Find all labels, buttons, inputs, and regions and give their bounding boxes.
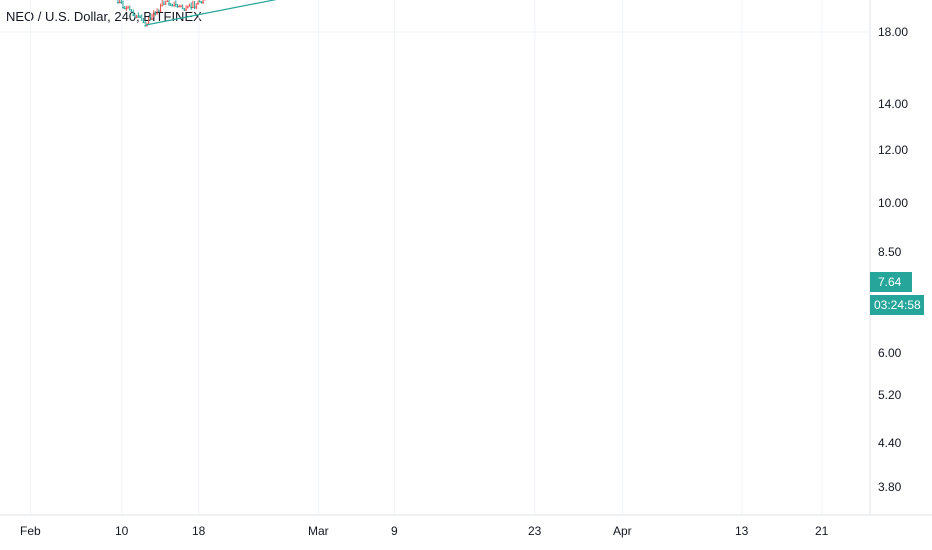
- time-tick: 23: [528, 524, 542, 538]
- candle-body: [128, 9, 131, 11]
- price-tick: 4.40: [878, 436, 902, 450]
- candle-body: [142, 21, 145, 23]
- candle-body: [149, 18, 152, 20]
- countdown-label: 03:24:58: [874, 298, 921, 312]
- candle-body: [174, 4, 177, 6]
- candle-body: [188, 5, 191, 7]
- candle-body: [140, 19, 143, 21]
- time-tick: Apr: [613, 524, 632, 538]
- candle-body: [171, 5, 174, 7]
- countdown-badge: 03:24:58: [870, 295, 924, 315]
- drawings: [145, 0, 851, 26]
- candle-body: [157, 10, 160, 12]
- candle-body: [139, 16, 141, 18]
- time-tick: 9: [391, 524, 398, 538]
- candle-body: [198, 1, 201, 3]
- candle-body: [116, 2, 119, 4]
- candle-body: [125, 8, 128, 10]
- candle-body: [132, 14, 135, 16]
- candle-body: [163, 3, 165, 5]
- countdown-badge-bg: [870, 295, 924, 315]
- price-tick: 14.00: [878, 97, 908, 111]
- current-price-badge: 7.64: [870, 272, 912, 292]
- price-tick: 18.00: [878, 25, 908, 39]
- candles: [116, 0, 206, 27]
- price-tick: 12.00: [878, 143, 908, 157]
- candle-body: [202, 1, 205, 3]
- candle-body: [152, 14, 155, 16]
- candle-body: [195, 6, 198, 8]
- price-tick: 10.00: [878, 196, 908, 210]
- candle-body: [190, 7, 193, 9]
- price-tick: 5.20: [878, 388, 902, 402]
- time-tick: 13: [735, 524, 749, 538]
- candle-body: [118, 2, 121, 4]
- candle-body: [191, 7, 194, 9]
- current-price-badge-bg: [870, 272, 912, 292]
- candle-body: [185, 9, 187, 11]
- candle-body: [183, 9, 186, 11]
- price-tick: 3.80: [878, 480, 902, 494]
- time-axis[interactable]: Feb 10 18 Mar 9 23 Apr 13 21: [20, 524, 829, 538]
- candle-body: [168, 3, 170, 5]
- candle-body: [134, 17, 136, 19]
- time-tick: 21: [815, 524, 829, 538]
- time-tick: 18: [192, 524, 206, 538]
- current-price-label: 7.64: [878, 275, 902, 289]
- candle-body: [169, 4, 172, 6]
- candle-body: [166, 0, 169, 2]
- candle-body: [181, 8, 184, 10]
- price-tick: 8.50: [878, 245, 902, 259]
- candle-body: [178, 6, 181, 8]
- time-tick: 10: [115, 524, 129, 538]
- candle-body: [123, 8, 126, 10]
- candle-body: [130, 11, 133, 13]
- candle-body: [193, 6, 196, 8]
- candle-body: [159, 10, 162, 12]
- candle-body: [180, 6, 182, 8]
- candle-body: [197, 3, 199, 5]
- candle-body: [122, 6, 124, 8]
- candle-body: [154, 13, 157, 15]
- candle-body: [200, 1, 203, 3]
- candle-body: [176, 6, 179, 8]
- price-axis[interactable]: 18.00 14.00 12.00 10.00 8.50 6.00 5.20 4…: [878, 25, 908, 494]
- trendline[interactable]: [145, 0, 851, 26]
- candle-body: [164, 3, 167, 5]
- candle-body: [161, 5, 164, 7]
- candle-body: [145, 25, 148, 27]
- candle-body: [127, 7, 130, 9]
- candle-body: [173, 5, 176, 7]
- candle-body: [151, 18, 153, 20]
- candle-body: [135, 17, 138, 19]
- grid: [0, 0, 870, 515]
- chart-title: NEO / U.S. Dollar, 240, BITFINEX: [6, 9, 202, 24]
- time-tick: Mar: [308, 524, 329, 538]
- candle-body: [120, 1, 123, 3]
- candle-body: [144, 25, 147, 27]
- time-tick: Feb: [20, 524, 41, 538]
- price-tick: 6.00: [878, 346, 902, 360]
- candle-body: [156, 13, 158, 15]
- candle-body: [137, 15, 140, 17]
- axes: [0, 0, 932, 516]
- candle-body: [186, 6, 189, 8]
